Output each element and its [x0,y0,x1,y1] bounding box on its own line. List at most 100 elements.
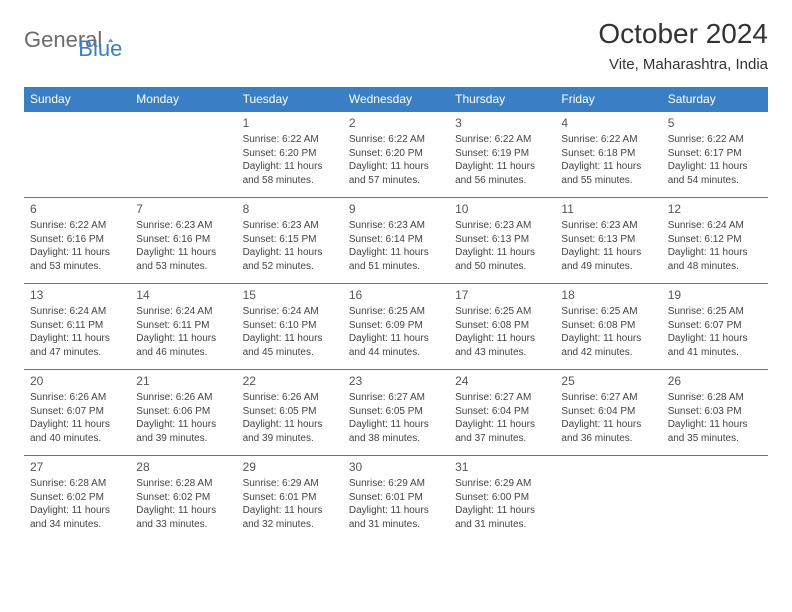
sunrise-text: Sunrise: 6:27 AM [349,391,443,405]
sunset-text: Sunset: 6:04 PM [561,405,655,419]
day-number: 27 [30,459,124,475]
day-number: 30 [349,459,443,475]
daylight-text: Daylight: 11 hours and 31 minutes. [455,504,549,531]
sunset-text: Sunset: 6:17 PM [668,147,762,161]
day-number: 31 [455,459,549,475]
sunset-text: Sunset: 6:01 PM [243,491,337,505]
daylight-text: Daylight: 11 hours and 56 minutes. [455,160,549,187]
sunrise-text: Sunrise: 6:22 AM [30,219,124,233]
calendar-cell: 3Sunrise: 6:22 AMSunset: 6:19 PMDaylight… [449,112,555,198]
calendar-cell: 28Sunrise: 6:28 AMSunset: 6:02 PMDayligh… [130,456,236,542]
daylight-text: Daylight: 11 hours and 34 minutes. [30,504,124,531]
daylight-text: Daylight: 11 hours and 31 minutes. [349,504,443,531]
calendar-cell: 31Sunrise: 6:29 AMSunset: 6:00 PMDayligh… [449,456,555,542]
calendar-row: 27Sunrise: 6:28 AMSunset: 6:02 PMDayligh… [24,456,768,542]
sunrise-text: Sunrise: 6:26 AM [136,391,230,405]
day-number: 16 [349,287,443,303]
sunrise-text: Sunrise: 6:28 AM [668,391,762,405]
day-number: 20 [30,373,124,389]
daylight-text: Daylight: 11 hours and 35 minutes. [668,418,762,445]
sunrise-text: Sunrise: 6:25 AM [455,305,549,319]
day-number: 10 [455,201,549,217]
sunrise-text: Sunrise: 6:23 AM [136,219,230,233]
sunrise-text: Sunrise: 6:27 AM [455,391,549,405]
sunset-text: Sunset: 6:20 PM [349,147,443,161]
day-number: 9 [349,201,443,217]
calendar-cell [662,456,768,542]
calendar-cell: 9 Sunrise: 6:23 AMSunset: 6:14 PMDaylight… [343,198,449,284]
sunrise-text: Sunrise: 6:29 AM [349,477,443,491]
calendar-cell: 29Sunrise: 6:29 AMSunset: 6:01 PMDayligh… [237,456,343,542]
calendar-cell: 18Sunrise: 6:25 AMSunset: 6:08 PMDayligh… [555,284,661,370]
calendar-cell: 23Sunrise: 6:27 AMSunset: 6:05 PMDayligh… [343,370,449,456]
logo: General Blue [24,18,122,62]
sunrise-text: Sunrise: 6:22 AM [668,133,762,147]
sunset-text: Sunset: 6:03 PM [668,405,762,419]
sunset-text: Sunset: 6:18 PM [561,147,655,161]
daylight-text: Daylight: 11 hours and 44 minutes. [349,332,443,359]
calendar-cell [555,456,661,542]
sunset-text: Sunset: 6:00 PM [455,491,549,505]
sunset-text: Sunset: 6:14 PM [349,233,443,247]
day-number: 26 [668,373,762,389]
day-header: Wednesday [343,87,449,112]
calendar-cell: 1Sunrise: 6:22 AMSunset: 6:20 PMDaylight… [237,112,343,198]
daylight-text: Daylight: 11 hours and 40 minutes. [30,418,124,445]
calendar-cell: 24Sunrise: 6:27 AMSunset: 6:04 PMDayligh… [449,370,555,456]
calendar-body: 1 Sunrise: 6:22 AM Sunset: 6:20 PM Daylight… [24,112,768,542]
sunrise-text: Sunrise: 6:24 AM [243,305,337,319]
day-number: 1 [243,115,337,131]
sunrise-text: Sunrise: 6:23 AM [561,219,655,233]
day-number: 7 [136,201,230,217]
sunrise-text: Sunrise: 6:22 AM [243,133,337,147]
sunrise-text: Sunrise: 6:23 AM [349,219,443,233]
sunset-text: Sunset: 6:15 PM [243,233,337,247]
day-number: 18 [561,287,655,303]
daylight-text: Daylight: 11 hours and 53 minutes. [30,246,124,273]
day-number: 12 [668,201,762,217]
daylight-text: Daylight: 11 hours and 53 minutes. [136,246,230,273]
sunset-text: Sunset: 6:05 PM [243,405,337,419]
sunset-text: Sunset: 6:13 PM [455,233,549,247]
sunset-text: Sunset: 6:19 PM [455,147,549,161]
daylight-text: Daylight: 11 hours and 48 minutes. [668,246,762,273]
day-number: 24 [455,373,549,389]
calendar-cell: 14Sunrise: 6:24 AMSunset: 6:11 PMDayligh… [130,284,236,370]
daylight-text: Daylight: 11 hours and 32 minutes. [243,504,337,531]
sunrise-text: Sunrise: 6:22 AM [455,133,549,147]
sunrise-text: Sunrise: 6:25 AM [349,305,443,319]
sunset-text: Sunset: 6:01 PM [349,491,443,505]
sunrise-text: Sunrise: 6:23 AM [455,219,549,233]
day-number: 25 [561,373,655,389]
calendar-row: 6Sunrise: 6:22 AMSunset: 6:16 PMDaylight… [24,198,768,284]
sunrise-text: Sunrise: 6:24 AM [30,305,124,319]
daylight-text: Daylight: 11 hours and 45 minutes. [243,332,337,359]
daylight-text: Daylight: 11 hours and 54 minutes. [668,160,762,187]
daylight-text: Daylight: 11 hours and 51 minutes. [349,246,443,273]
day-header: Monday [130,87,236,112]
day-header: Friday [555,87,661,112]
calendar-row: 1 Sunrise: 6:22 AM Sunset: 6:20 PM Daylight… [24,112,768,198]
sunset-text: Sunset: 6:06 PM [136,405,230,419]
daylight-text: Daylight: 11 hours and 43 minutes. [455,332,549,359]
sunset-text: Sunset: 6:11 PM [136,319,230,333]
title-block: October 2024 Vite, Maharashtra, India [598,18,768,73]
day-header: Saturday [662,87,768,112]
calendar-cell: 19Sunrise: 6:25 AMSunset: 6:07 PMDayligh… [662,284,768,370]
sunrise-text: Sunrise: 6:27 AM [561,391,655,405]
day-number: 11 [561,201,655,217]
sunset-text: Sunset: 6:04 PM [455,405,549,419]
sunset-text: Sunset: 6:08 PM [455,319,549,333]
sunrise-text: Sunrise: 6:24 AM [136,305,230,319]
day-header-row: Sunday Monday Tuesday Wednesday Thursday… [24,87,768,112]
day-number: 15 [243,287,337,303]
sunrise-text: Sunrise: 6:25 AM [668,305,762,319]
calendar-cell [130,112,236,198]
logo-text-blue: Blue [78,36,122,62]
sunset-text: Sunset: 6:05 PM [349,405,443,419]
calendar-cell: 20Sunrise: 6:26 AMSunset: 6:07 PMDayligh… [24,370,130,456]
daylight-text: Daylight: 11 hours and 47 minutes. [30,332,124,359]
sunset-text: Sunset: 6:07 PM [30,405,124,419]
calendar-cell: 15Sunrise: 6:24 AMSunset: 6:10 PMDayligh… [237,284,343,370]
day-number: 21 [136,373,230,389]
